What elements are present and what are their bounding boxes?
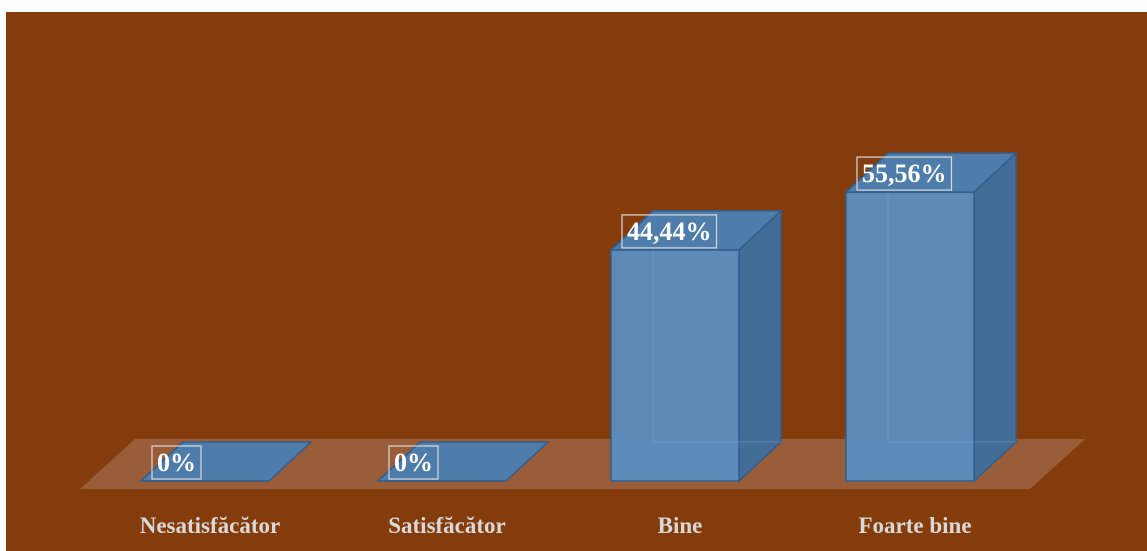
bars-layer xyxy=(139,151,1018,483)
data-labels-layer: 0% 0% 44,44% 55,56% xyxy=(151,156,953,480)
category-label-4: Foarte bine xyxy=(858,513,971,538)
chart-floor xyxy=(80,439,1085,489)
category-label-3: Bine xyxy=(658,513,703,538)
data-label-value: 0% xyxy=(157,448,196,477)
bar-top-face xyxy=(139,441,313,482)
bar-2 xyxy=(376,441,550,482)
data-label-value: 55,56% xyxy=(862,159,947,188)
data-label-value: 0% xyxy=(394,448,433,477)
bar-front-face xyxy=(610,249,740,482)
category-label-1: Nesatisfăcător xyxy=(140,513,281,538)
bar-top-face xyxy=(376,441,550,482)
data-label-box xyxy=(621,214,718,249)
bar-3 xyxy=(609,209,783,483)
data-label-box xyxy=(151,445,202,480)
bar-1 xyxy=(139,441,313,482)
data-label-value: 44,44% xyxy=(627,217,712,246)
data-label-box xyxy=(388,445,439,480)
bar-side-face xyxy=(738,209,782,483)
bar-hidden-edges xyxy=(652,210,781,443)
bar-4 xyxy=(844,151,1018,483)
bar-front-face xyxy=(845,191,975,482)
bar-top-face xyxy=(844,152,1018,193)
category-label-2: Satisfăcător xyxy=(388,513,506,538)
data-label-4: 55,56% xyxy=(856,156,953,191)
data-label-3: 44,44% xyxy=(621,214,718,249)
bar-side-face xyxy=(973,151,1017,483)
data-label-2: 0% xyxy=(388,445,439,480)
bar-hidden-edges xyxy=(887,153,1016,443)
data-label-1: 0% xyxy=(151,445,202,480)
data-label-box xyxy=(856,156,953,191)
bar-top-face xyxy=(609,210,783,251)
category-axis: Nesatisfăcător Satisfăcător Bine Foarte bin… xyxy=(140,513,972,538)
